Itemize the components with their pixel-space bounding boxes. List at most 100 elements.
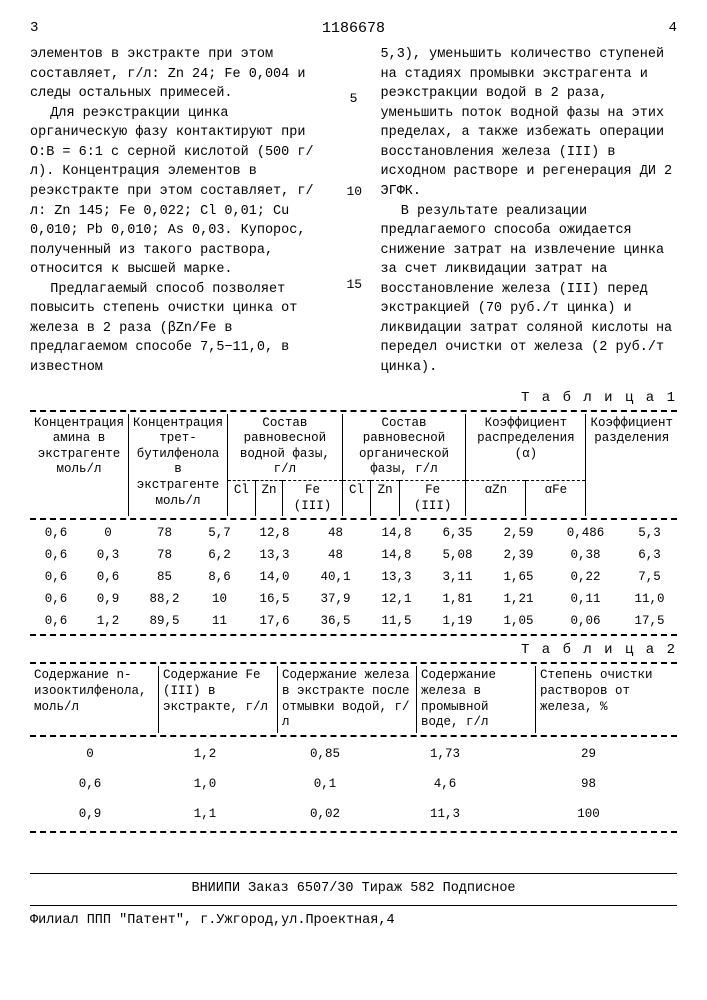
table1-topline	[30, 410, 677, 412]
colnum-left: 3	[30, 20, 38, 37]
table-cell: 0,6	[30, 522, 82, 544]
table-cell: 37,9	[305, 588, 366, 610]
table-cell: 1,73	[390, 739, 500, 769]
table-cell: 0,9	[30, 799, 150, 829]
table-cell: 10	[195, 588, 244, 610]
table-cell: 0,3	[82, 544, 134, 566]
t1-s2: Zn	[255, 481, 283, 517]
t2-h1: Содержание n-изооктилфенола, моль/л	[30, 666, 159, 733]
t1-s4: Cl	[342, 481, 371, 517]
table-row: 0,60,988,21016,537,912,11,811,210,1111,0	[30, 588, 677, 610]
table-cell: 0,11	[549, 588, 622, 610]
table-cell: 13,3	[244, 544, 305, 566]
table-cell: 85	[134, 566, 195, 588]
table-cell: 13,3	[366, 566, 427, 588]
t1-s6: Fe (III)	[399, 481, 465, 517]
right-p1: 5,3), уменьшить количество ступеней на с…	[381, 45, 678, 202]
table2-midline	[30, 735, 677, 737]
table-row: 0,61,289,51117,636,511,51,191,050,0617,5	[30, 610, 677, 632]
table-cell: 0,6	[30, 566, 82, 588]
t1-s7: αZn	[466, 481, 526, 517]
table-cell: 0,22	[549, 566, 622, 588]
table-cell: 6,35	[427, 522, 488, 544]
table2: Содержание n-изооктилфенола, моль/л Соде…	[30, 666, 677, 733]
table-cell: 0,6	[30, 610, 82, 632]
table1-caption: Т а б л и ц а 1	[30, 390, 677, 406]
table2-head: Содержание n-изооктилфенола, моль/л Соде…	[30, 666, 677, 733]
table-cell: 48	[305, 544, 366, 566]
table-cell: 0	[82, 522, 134, 544]
table-cell: 4,6	[390, 769, 500, 799]
table-row: 0,60,6858,614,040,113,33,111,650,227,5	[30, 566, 677, 588]
t2-h4: Содержание железа в промывной воде, г/л	[417, 666, 536, 733]
footer: ВНИИПИ Заказ 6507/30 Тираж 582 Подписное…	[30, 873, 677, 933]
left-p1: элементов в экстракте при этом составляе…	[30, 45, 327, 104]
t1-s5: Zn	[371, 481, 400, 517]
t1-h-c2: Концентрация трет-бутилфенола в экстраге…	[129, 414, 228, 517]
t1-s8: αFe	[526, 481, 586, 517]
table-cell: 0	[30, 739, 150, 769]
t1-h-g1: Состав равновесной водной фазы, г/л	[228, 414, 343, 481]
table-cell: 17,6	[244, 610, 305, 632]
table-cell: 0,02	[260, 799, 390, 829]
t1-h-last: Коэффициент разделения	[586, 414, 677, 517]
right-p2: В результате реализации предлагаемого сп…	[381, 202, 678, 378]
table-cell: 2,59	[488, 522, 549, 544]
table-cell: 78	[134, 544, 195, 566]
table-cell: 2,39	[488, 544, 549, 566]
table-cell: 48	[305, 522, 366, 544]
table1-body: 0,60785,712,84814,86,352,590,4865,30,60,…	[30, 522, 677, 632]
footer-line1: ВНИИПИ Заказ 6507/30 Тираж 582 Подписное	[30, 878, 677, 901]
table-cell: 98	[500, 769, 677, 799]
t1-h-c1: Концентрация амина в экстрагенте моль/л	[30, 414, 129, 517]
t2-h3: Содержание железа в экстракте после отмы…	[278, 666, 417, 733]
right-column: 5,3), уменьшить количество ступеней на с…	[381, 45, 678, 378]
table-cell: 1,0	[150, 769, 260, 799]
document-number: 1186678	[38, 20, 668, 37]
t2-h2: Содержание Fe (III) в экстракте, г/л	[159, 666, 278, 733]
table-cell: 1,05	[488, 610, 549, 632]
table1-bottomline	[30, 634, 677, 636]
table-cell: 36,5	[305, 610, 366, 632]
table-cell: 1,21	[488, 588, 549, 610]
table-cell: 1,2	[82, 610, 134, 632]
table-row: 0,61,00,14,698	[30, 769, 677, 799]
table-row: 0,91,10,0211,3100	[30, 799, 677, 829]
table-cell: 0,1	[260, 769, 390, 799]
table-cell: 14,8	[366, 522, 427, 544]
table-cell: 0,6	[82, 566, 134, 588]
table-cell: 0,6	[30, 769, 150, 799]
table-cell: 11	[195, 610, 244, 632]
margin-5: 5	[347, 91, 361, 106]
table-cell: 1,81	[427, 588, 488, 610]
line-markers: 5 10 15	[347, 45, 361, 378]
margin-15: 15	[347, 277, 361, 292]
table-cell: 11,3	[390, 799, 500, 829]
table-cell: 16,5	[244, 588, 305, 610]
table-cell: 1,19	[427, 610, 488, 632]
table-cell: 40,1	[305, 566, 366, 588]
table-cell: 0,6	[30, 544, 82, 566]
margin-10: 10	[347, 184, 361, 199]
t1-h-g3: Коэффициент распределения (α)	[466, 414, 586, 481]
footer-line2: Филиал ППП "Патент", г.Ужгород,ул.Проект…	[30, 910, 677, 933]
table2-bottomline	[30, 831, 677, 833]
table-cell: 11,5	[366, 610, 427, 632]
table2-caption: Т а б л и ц а 2	[30, 642, 677, 658]
table-cell: 0,38	[549, 544, 622, 566]
t2-h5: Степень очистки растворов от железа, %	[536, 666, 678, 733]
colnum-right: 4	[669, 20, 677, 37]
table-cell: 3,11	[427, 566, 488, 588]
body-columns: элементов в экстракте при этом составляе…	[30, 45, 677, 378]
table-cell: 12,1	[366, 588, 427, 610]
table-cell: 0,6	[30, 588, 82, 610]
left-column: элементов в экстракте при этом составляе…	[30, 45, 327, 378]
table1: Концентрация амина в экстрагенте моль/л …	[30, 414, 677, 517]
left-p2: Для реэкстракции цинка органическую фазу…	[30, 104, 327, 280]
table-cell: 0,06	[549, 610, 622, 632]
t1-s1: Cl	[228, 481, 256, 517]
table-cell: 1,65	[488, 566, 549, 588]
table1-midline	[30, 518, 677, 520]
left-p3: Предлагаемый способ позволяет повысить с…	[30, 280, 327, 378]
table-cell: 6,3	[622, 544, 677, 566]
